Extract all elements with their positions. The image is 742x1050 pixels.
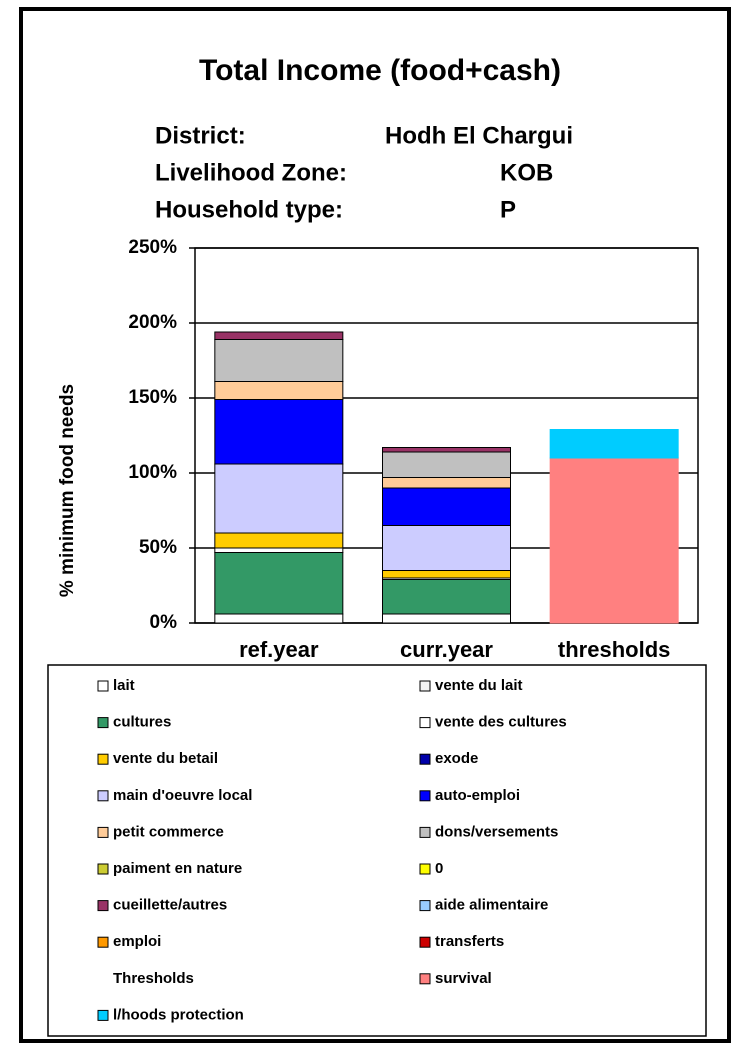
info-value: Hodh El Chargui [385, 122, 573, 149]
legend-swatch [97, 863, 109, 875]
bar-segment [214, 613, 344, 624]
bar-segment [382, 477, 511, 489]
info-value: KOB [500, 159, 553, 186]
legend-box [47, 664, 707, 1037]
legend-swatch [97, 826, 109, 838]
legend-label: dons/versements [435, 823, 558, 840]
legend-swatch [419, 973, 431, 985]
bar-segment [382, 570, 511, 579]
legend-label: lait [113, 677, 135, 694]
bar-segment [214, 331, 344, 340]
bar-segment [214, 463, 344, 534]
legend-swatch [419, 753, 431, 765]
y-tick-label: 0% [150, 612, 178, 633]
legend-swatch [419, 900, 431, 912]
legend-swatch [97, 936, 109, 948]
bar-segment [382, 525, 511, 571]
legend-swatch [97, 753, 109, 765]
legend-label: cultures [113, 714, 171, 731]
bar-segment [382, 447, 511, 453]
info-label: Household type: [155, 196, 343, 223]
bar-segment [382, 451, 511, 478]
legend-label: emploi [113, 933, 161, 950]
y-tick-label: 50% [139, 537, 177, 558]
bar-segment [382, 613, 511, 624]
legend-swatch [97, 790, 109, 802]
legend-label: vente du betail [113, 750, 218, 767]
legend-label: aide alimentaire [435, 897, 548, 914]
legend-label: cueillette/autres [113, 897, 227, 914]
y-axis-label: % minimum food needs [57, 384, 78, 597]
bar-segment [549, 429, 679, 459]
bar-segment [214, 399, 344, 465]
legend-label: Thresholds [113, 970, 194, 987]
legend-swatch [419, 936, 431, 948]
legend-label: main d'oeuvre local [113, 787, 252, 804]
legend-swatch [419, 826, 431, 838]
legend-swatch [97, 717, 109, 729]
bar-segment [382, 487, 511, 526]
y-tick-label: 100% [128, 462, 177, 483]
legend-swatch [419, 790, 431, 802]
bar-segment [214, 532, 344, 549]
legend-swatch [97, 900, 109, 912]
x-tick-label: ref.year [239, 637, 319, 662]
legend-label: vente des cultures [435, 714, 567, 731]
legend-swatch [97, 1009, 109, 1021]
info-label: District: [155, 122, 246, 149]
legend-swatch [419, 717, 431, 729]
bar-segment [382, 579, 511, 615]
chart-title: Total Income (food+cash) [199, 54, 561, 87]
bar-segment [214, 552, 344, 615]
legend-label: l/hoods protection [113, 1006, 244, 1023]
legend-swatch [97, 680, 109, 692]
legend-label: 0 [435, 860, 443, 877]
legend-swatch [419, 863, 431, 875]
legend-label: auto-emploi [435, 787, 520, 804]
bar-segment [549, 457, 679, 624]
info-label: Livelihood Zone: [155, 159, 347, 186]
legend-label: exode [435, 750, 478, 767]
x-tick-label: thresholds [558, 637, 670, 662]
legend-label: petit commerce [113, 823, 224, 840]
legend-label: survival [435, 970, 492, 987]
legend-label: transferts [435, 933, 504, 950]
y-tick-label: 250% [128, 237, 177, 258]
legend-label: paiment en nature [113, 860, 242, 877]
bar-segment [214, 339, 344, 382]
bar-segment [214, 547, 344, 553]
y-tick-label: 200% [128, 312, 177, 333]
legend-swatch [419, 680, 431, 692]
legend-label: vente du lait [435, 677, 523, 694]
x-tick-label: curr.year [400, 637, 493, 662]
info-value: P [500, 196, 516, 223]
y-tick-label: 150% [128, 387, 177, 408]
bar-segment [214, 381, 344, 400]
